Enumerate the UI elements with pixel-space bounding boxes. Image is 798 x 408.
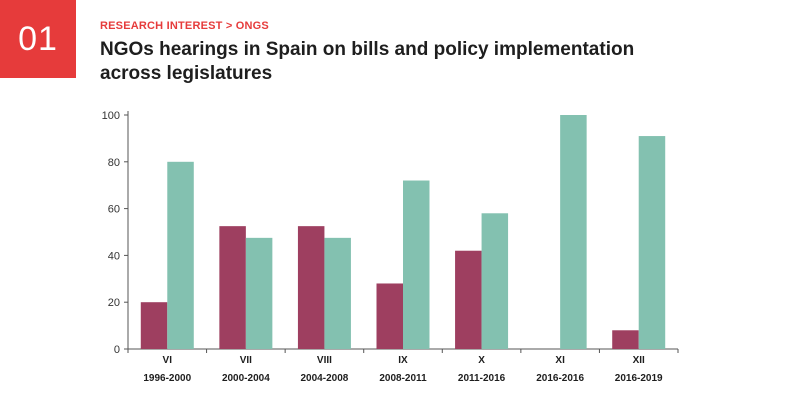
page-title: NGOs hearings in Spain on bills and poli… (100, 39, 635, 84)
bar-series-a-xii (612, 330, 639, 349)
section-number-badge: 01 (0, 0, 76, 78)
y-tick-label: 40 (108, 250, 120, 262)
y-tick-label: 0 (114, 344, 120, 356)
x-category-period: 2004-2008 (301, 373, 349, 384)
x-category-label: VIII (317, 355, 332, 366)
x-category-period: 2016-2016 (536, 373, 584, 384)
x-category-label: XI (555, 355, 565, 366)
breadcrumb-current: ONGS (235, 20, 269, 32)
bar-series-b-vi (167, 161, 194, 349)
section-number: 01 (18, 19, 58, 58)
y-tick-label: 20 (108, 297, 120, 309)
breadcrumb-section[interactable]: RESEARCH INTEREST (100, 20, 223, 32)
x-category-period: 2011-2016 (458, 373, 506, 384)
bar-series-a-x (455, 250, 482, 349)
breadcrumb: RESEARCH INTEREST > ONGS (100, 20, 269, 32)
x-category-label: X (478, 355, 485, 366)
y-tick-label: 60 (108, 204, 120, 216)
x-category-period: 2016-2019 (615, 373, 663, 384)
bar-series-b-viii (324, 237, 351, 349)
x-category-label: IX (398, 355, 408, 366)
x-category-period: 2008-2011 (379, 373, 427, 384)
bar-series-a-vi (140, 302, 168, 349)
x-category-label: VI (163, 355, 173, 366)
y-tick-label: 80 (108, 157, 120, 169)
bar-series-b-xii (638, 136, 666, 349)
breadcrumb-separator: > (225, 20, 233, 32)
bar-series-a-viii (297, 226, 325, 349)
bar-series-a-vii (219, 226, 246, 349)
bar-series-b-ix (403, 180, 430, 349)
bar-series-a-ix (376, 283, 403, 349)
y-tick-label: 100 (102, 110, 120, 122)
x-category-label: XII (633, 355, 645, 366)
x-category-period: 2000-2004 (222, 373, 270, 384)
x-category-period: 1996-2000 (143, 373, 191, 384)
bar-series-b-x (481, 213, 509, 349)
x-category-label: VII (240, 355, 252, 366)
bar-series-b-vii (245, 237, 273, 349)
bar-series-b-xi (560, 115, 587, 349)
